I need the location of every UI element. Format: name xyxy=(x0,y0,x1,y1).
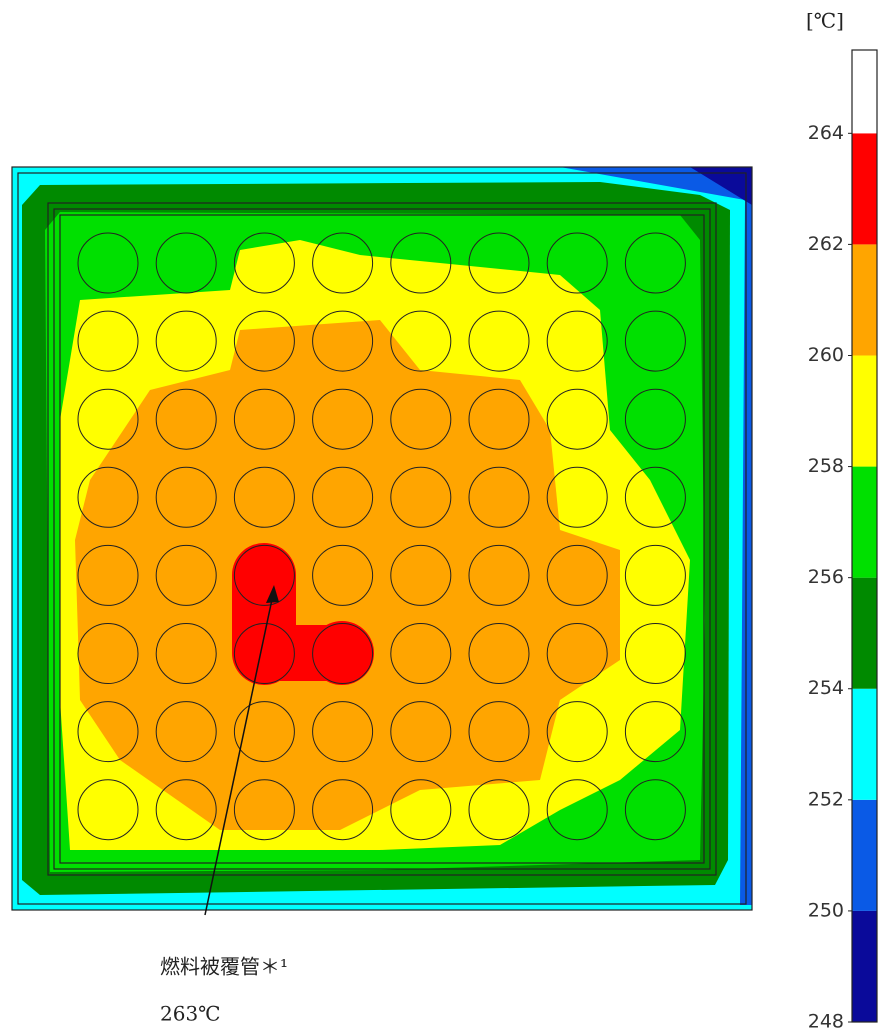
colorbar-band xyxy=(852,688,877,800)
pin xyxy=(312,701,374,763)
pin xyxy=(77,466,139,528)
pin xyxy=(312,544,374,606)
pin xyxy=(624,701,686,763)
pin xyxy=(546,388,608,450)
pin xyxy=(233,388,295,450)
colorbar-band xyxy=(852,355,877,467)
region xyxy=(232,543,374,685)
pin xyxy=(546,310,608,372)
pin xyxy=(155,232,217,294)
pin xyxy=(233,623,295,684)
pin xyxy=(468,544,530,606)
pin xyxy=(233,544,295,606)
y-tick-label: 254 xyxy=(808,677,844,699)
y-tick-label: 252 xyxy=(808,788,844,810)
colorbar-band xyxy=(852,466,877,578)
region xyxy=(690,167,752,205)
region xyxy=(75,320,620,830)
pin xyxy=(77,623,139,684)
colorbar: 248 250 252 254 256 258 260 262 264 xyxy=(808,49,878,1033)
annotation: 燃料被覆管＊¹ xyxy=(160,955,288,979)
contour-map xyxy=(11,166,753,911)
annotation: 263℃ xyxy=(160,1002,221,1026)
pin xyxy=(624,310,686,372)
pin xyxy=(312,779,374,841)
pin xyxy=(624,388,686,450)
pin xyxy=(468,232,530,294)
y-tick-label: 264 xyxy=(808,122,844,144)
pin xyxy=(155,701,217,763)
pin xyxy=(233,310,295,372)
y-tick-label: 256 xyxy=(808,566,844,588)
pin xyxy=(77,779,139,841)
pin xyxy=(468,466,530,528)
pin xyxy=(155,544,217,606)
colorbar-frame xyxy=(851,49,878,1023)
y-tick-label: 250 xyxy=(808,899,844,921)
pin xyxy=(390,623,452,684)
y-tick-label: 262 xyxy=(808,233,844,255)
pin xyxy=(468,701,530,763)
pin xyxy=(233,232,295,294)
pin xyxy=(390,466,452,528)
pin xyxy=(312,388,374,450)
pin xyxy=(155,466,217,528)
pin xyxy=(546,232,608,294)
y-tick-label: 248 xyxy=(808,1011,844,1033)
pin xyxy=(155,779,217,841)
pin xyxy=(624,544,686,606)
arrow-head xyxy=(266,585,279,603)
pin xyxy=(546,701,608,763)
colorbar-unit: [℃] xyxy=(806,9,844,33)
y-tick-label: 260 xyxy=(808,344,844,366)
pin xyxy=(77,232,139,294)
pin xyxy=(312,466,374,528)
arrow xyxy=(204,589,275,916)
pin xyxy=(624,623,686,684)
pin xyxy=(233,466,295,528)
pin xyxy=(233,701,295,763)
pin xyxy=(468,388,530,450)
colorbar-band xyxy=(852,50,877,134)
pin xyxy=(624,779,686,841)
pin xyxy=(390,779,452,841)
pin xyxy=(312,623,374,684)
pin xyxy=(77,544,139,606)
pin xyxy=(77,310,139,372)
pin xyxy=(155,623,217,684)
pin xyxy=(390,388,452,450)
colorbar-band xyxy=(852,910,877,1022)
pin xyxy=(155,310,217,372)
pin xyxy=(546,779,608,841)
pin xyxy=(155,388,217,450)
y-tick-label: 258 xyxy=(808,455,844,477)
pin xyxy=(624,232,686,294)
pin xyxy=(312,310,374,372)
pin xyxy=(77,701,139,763)
frame xyxy=(11,166,753,911)
pin xyxy=(468,779,530,841)
colorbar-band xyxy=(852,244,877,356)
pin xyxy=(546,623,608,684)
pin xyxy=(390,701,452,763)
pin xyxy=(468,310,530,372)
pin xyxy=(233,779,295,841)
colorbar-band xyxy=(852,577,877,689)
pin xyxy=(390,544,452,606)
pin xyxy=(468,623,530,684)
pin xyxy=(546,466,608,528)
pin xyxy=(390,232,452,294)
pin xyxy=(546,544,608,606)
pin xyxy=(390,310,452,372)
colorbar-band xyxy=(852,799,877,911)
colorbar-band xyxy=(852,133,877,245)
pin xyxy=(624,466,686,528)
pin xyxy=(77,388,139,450)
pins xyxy=(77,232,686,841)
pin xyxy=(312,232,374,294)
